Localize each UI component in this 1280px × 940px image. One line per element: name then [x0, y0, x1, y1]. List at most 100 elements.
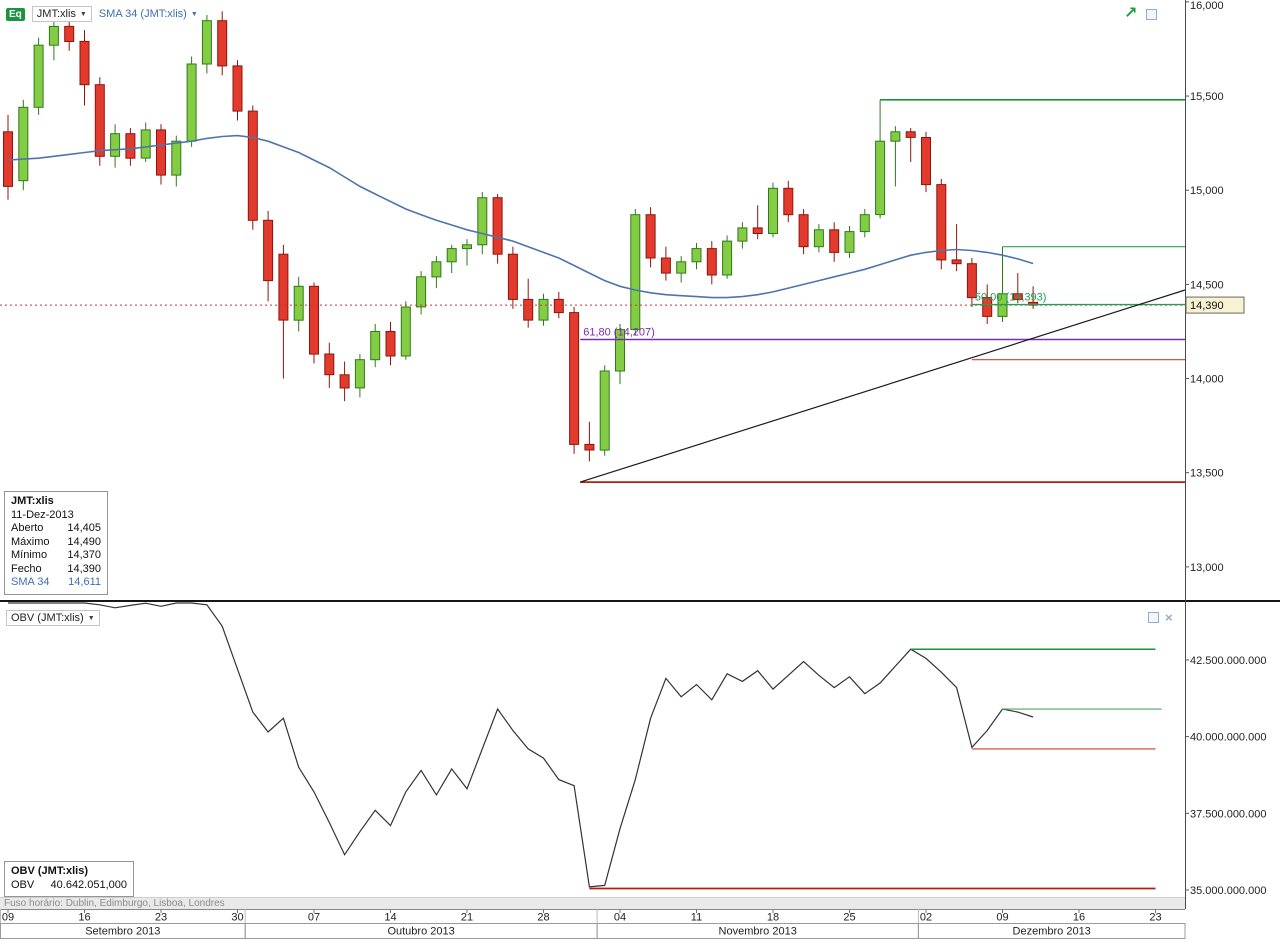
- candle: [553, 298, 564, 314]
- candle: [64, 25, 75, 42]
- candle: [813, 229, 824, 248]
- date-tick-label: 14: [384, 912, 396, 924]
- candle: [905, 131, 916, 138]
- price-axis[interactable]: 16,000 15,500 15,000 14,500 14,000 13,500 13,0…: [1185, 0, 1245, 574]
- sma-legend-label: SMA 34 (JMT:xlis): [98, 8, 187, 20]
- time-axis[interactable]: 09 16 23 30 07 14 21 28 04 11 18 25 02 09 16 23 Setembro…: [0, 909, 1186, 939]
- candle: [79, 40, 90, 86]
- price-axis-label: 13,000: [1190, 562, 1224, 574]
- price-axis-label: 16,000: [1190, 0, 1224, 12]
- expand-panel-icon[interactable]: [1146, 8, 1158, 20]
- candle: [293, 285, 304, 321]
- candle: [125, 133, 136, 159]
- candle: [783, 187, 794, 216]
- candle: [921, 137, 931, 186]
- candle: [385, 331, 396, 357]
- panel-divider[interactable]: [0, 600, 1280, 602]
- candle: [416, 276, 427, 308]
- candle: [18, 106, 29, 182]
- info-row: OBV 40.642.051,000: [11, 878, 127, 891]
- candle: [370, 331, 381, 361]
- obv-rows: OBV 40.642.051,000: [11, 879, 127, 893]
- date-tick-label: 23: [1149, 912, 1161, 924]
- candle: [844, 231, 855, 253]
- candle: [339, 374, 350, 389]
- fib-level-label: 61,80 (14,207): [583, 327, 655, 339]
- candle: [966, 263, 977, 299]
- month-label: Setembro 2013: [85, 926, 160, 938]
- date-tick-label: 02: [920, 912, 932, 924]
- info-row: Mínimo 14,370: [11, 549, 101, 561]
- candle: [645, 214, 656, 259]
- quote-info-box: JMT:xlis 11-Dez-2013 Aberto 14,405 Máximo 1…: [4, 491, 108, 595]
- chevron-down-icon: ▼: [87, 614, 95, 622]
- candle: [324, 353, 335, 376]
- chevron-down-icon: ▼: [79, 10, 87, 18]
- obv-axis-label: 37.500.000.000: [1190, 808, 1266, 820]
- candle: [737, 227, 748, 242]
- candle: [507, 253, 518, 300]
- close-panel-icon[interactable]: ×: [1165, 610, 1173, 625]
- candle: [217, 20, 228, 67]
- minimize-panel-icon[interactable]: [1148, 612, 1159, 623]
- candle: [660, 257, 671, 274]
- candle: [110, 133, 121, 157]
- candle: [492, 197, 503, 255]
- obv-legend-label: OBV (JMT:xlis): [11, 612, 84, 624]
- candle: [1012, 293, 1023, 300]
- obv-line: [8, 602, 1034, 888]
- obv-box-title: OBV (JMT:xlis): [11, 865, 89, 877]
- candle: [156, 129, 166, 176]
- obv-indicator-selector[interactable]: OBV (JMT:xlis) ▼: [6, 610, 100, 626]
- date-tick-label: 23: [155, 912, 167, 924]
- obv-axis[interactable]: 42.500.000.000 40.000.000.000 37.500.000.0…: [1185, 655, 1266, 897]
- price-axis-label: 14,000: [1190, 374, 1224, 386]
- candle: [94, 84, 105, 157]
- info-row: SMA 34 14,611: [11, 576, 101, 588]
- date-tick-label: 11: [691, 912, 702, 924]
- info-row: Máximo 14,490: [11, 535, 101, 548]
- quote-symbol: JMT:xlis: [11, 495, 54, 507]
- info-row: Aberto 14,405: [11, 522, 101, 534]
- quote-date: 11-Dez-2013: [11, 508, 74, 521]
- candle: [354, 359, 365, 389]
- candle: [630, 214, 641, 331]
- obv-info-box: OBV (JMT:xlis) OBV 40.642.051,000: [4, 861, 134, 897]
- symbol-label: JMT:xlis: [36, 8, 76, 20]
- chart-toolbar: ↗: [1124, 5, 1158, 22]
- candle: [140, 129, 151, 159]
- candle: [798, 214, 809, 248]
- fib-level-label: 50,00 (14,393): [975, 292, 1047, 304]
- candle: [890, 131, 901, 142]
- candle: [538, 298, 549, 321]
- quote-rows: Aberto 14,405 Máximo 14,490 Mínimo 14,370 Fech…: [11, 522, 101, 590]
- candle: [201, 20, 212, 65]
- candle: [171, 140, 182, 176]
- price-panel-legend: Eq JMT:xlis ▼ SMA 34 (JMT:xlis) ▼: [6, 6, 198, 22]
- growth-arrow-icon[interactable]: ↗: [1124, 5, 1138, 22]
- candles-series: [3, 11, 1039, 462]
- candle: [263, 219, 274, 282]
- candle: [232, 65, 243, 112]
- candle: [951, 259, 962, 265]
- sma-line: [7, 134, 1034, 299]
- candle: [523, 298, 534, 321]
- candle: [936, 184, 947, 261]
- date-tick-label: 09: [996, 912, 1008, 924]
- candle: [462, 244, 472, 250]
- date-tick-label: 28: [537, 912, 549, 924]
- date-tick-label: 21: [461, 912, 473, 924]
- candle: [477, 197, 488, 246]
- candle: [431, 261, 442, 278]
- sma-overlay-selector[interactable]: SMA 34 (JMT:xlis) ▼: [98, 7, 198, 21]
- obv-panel-controls: ×: [1148, 610, 1173, 625]
- last-price-tag: [1185, 296, 1245, 314]
- symbol-selector[interactable]: JMT:xlis ▼: [31, 6, 92, 22]
- price-axis-label: 15,500: [1190, 91, 1224, 103]
- equity-badge: Eq: [6, 7, 25, 21]
- date-tick-label: 30: [231, 912, 243, 924]
- price-axis-label: 13,500: [1190, 468, 1224, 480]
- chevron-down-icon: ▼: [190, 10, 198, 18]
